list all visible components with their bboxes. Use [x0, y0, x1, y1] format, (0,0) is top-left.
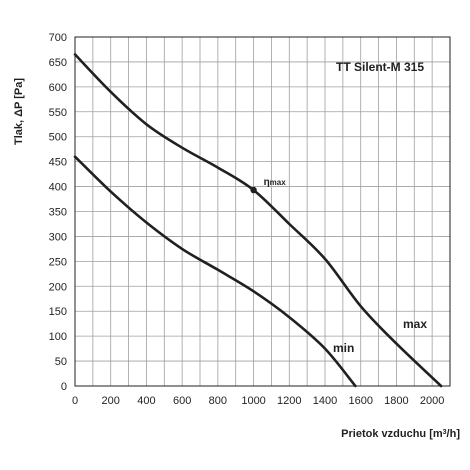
x-axis-title: Prietok vzduchu [m3/h]: [341, 428, 460, 440]
eta-max-point: [250, 186, 257, 194]
y-tick-label: 250: [49, 256, 67, 268]
chart-title: TT Silent-M 315: [336, 60, 424, 74]
y-tick-label: 200: [49, 281, 67, 293]
eta-max-label: ηmax: [264, 177, 287, 188]
y-tick-label: 150: [49, 306, 67, 318]
y-tick-label: 100: [49, 331, 67, 343]
x-tick-label: 1400: [313, 395, 337, 407]
x-tick-label: 1000: [241, 395, 265, 407]
y-tick-label: 350: [49, 207, 67, 219]
y-tick-label: 0: [61, 381, 67, 393]
x-tick-label: 600: [173, 395, 191, 407]
y-axis-ticks: 0 50 100 150 200 250 300 350 400 450 500 550 600 650 7…: [49, 32, 67, 393]
x-tick-label: 800: [209, 395, 227, 407]
y-tick-label: 300: [49, 231, 67, 243]
y-tick-label: 50: [55, 356, 67, 368]
x-tick-label: 1200: [277, 395, 301, 407]
y-axis-title: Tlak, ΔP [Pa]: [13, 78, 25, 145]
series-label-max: max: [403, 317, 427, 331]
x-tick-label: 1600: [348, 395, 372, 407]
x-axis-ticks: 0 200 400 600 800 1000 1200 1400 1600 1800 2000: [72, 395, 444, 407]
y-tick-label: 700: [49, 32, 67, 44]
grid: [75, 37, 450, 386]
x-tick-label: 0: [72, 395, 78, 407]
series-line-min: [73, 155, 357, 388]
x-tick-label: 1800: [384, 395, 408, 407]
y-tick-label: 550: [49, 107, 67, 119]
x-tick-label: 400: [137, 395, 155, 407]
plot-frame: [74, 36, 451, 387]
x-tick-label: 2000: [420, 395, 444, 407]
series-label-min: min: [333, 341, 354, 355]
x-tick-label: 200: [102, 395, 120, 407]
y-tick-label: 650: [49, 57, 67, 69]
y-tick-label: 500: [49, 132, 67, 144]
y-tick-label: 400: [49, 182, 67, 194]
y-tick-label: 600: [49, 82, 67, 94]
y-tick-label: 450: [49, 157, 67, 169]
